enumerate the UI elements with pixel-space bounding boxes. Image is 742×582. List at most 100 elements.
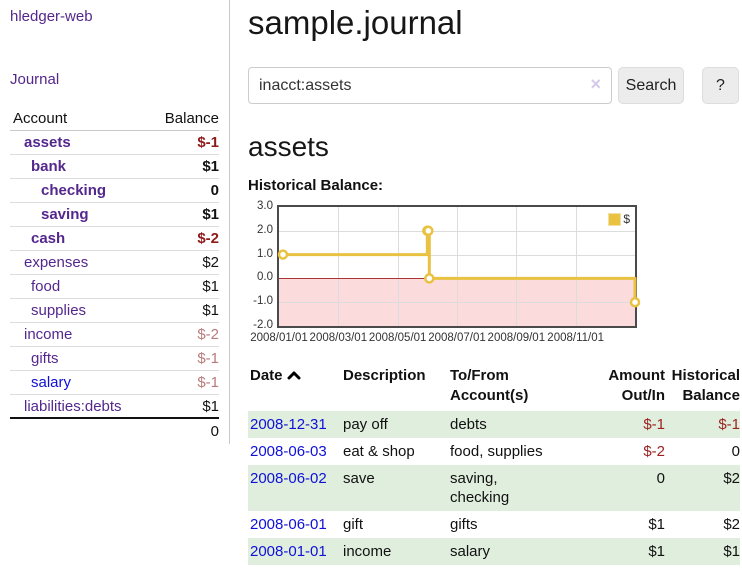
chart-gridline: [279, 302, 635, 304]
transaction-row: 2008-12-31 pay off debts $-1 $-1: [248, 411, 740, 438]
transaction-description: gift: [343, 516, 364, 533]
chart-plot-area[interactable]: $: [277, 205, 641, 328]
transaction-date-link[interactable]: 2008-06-03: [250, 443, 327, 460]
description-column-header: Description: [343, 367, 426, 384]
sidebar-item-journal[interactable]: Journal: [10, 71, 60, 88]
account-link-income[interactable]: income: [24, 326, 73, 343]
transaction-date-link[interactable]: 2008-06-01: [250, 516, 327, 533]
search-form: × Search ?: [248, 67, 742, 104]
chart-x-tick-label: 2008/11/01: [547, 332, 605, 344]
chart-x-tick-label: 2008/09/01: [487, 332, 546, 344]
chart-series-line: [283, 229, 637, 303]
account-link-liabilities-debts[interactable]: liabilities:debts: [24, 397, 122, 415]
sort-ascending-icon[interactable]: [287, 370, 301, 381]
chart-gridline: [457, 207, 458, 326]
balance-column-header: Historical Balance: [671, 367, 740, 404]
accounts-table-header: Account Balance: [10, 109, 219, 131]
account-link-expenses[interactable]: expenses: [24, 254, 89, 271]
transaction-balance: $1: [723, 543, 740, 560]
account-balance: $-1: [197, 350, 219, 367]
chart-data-point[interactable]: [629, 296, 641, 308]
transaction-accounts: debts: [450, 416, 487, 433]
date-header-label: Date: [250, 367, 283, 384]
search-button[interactable]: Search: [618, 67, 684, 104]
account-balance: $2: [202, 254, 219, 271]
transaction-balance: $-1: [718, 416, 740, 433]
account-link-cash[interactable]: cash: [31, 230, 66, 247]
accounts-table: Account Balance assets $-1 bank $1 check…: [10, 109, 219, 443]
amount-column-header: Amount Out/In: [608, 367, 665, 404]
transaction-balance: $2: [723, 516, 740, 533]
chart-x-tick-label: 2008/05/01: [368, 332, 427, 344]
account-link-assets[interactable]: assets: [24, 134, 71, 151]
legend-swatch: [608, 212, 622, 226]
account-balance: $1: [202, 158, 219, 175]
chart-gridline: [338, 207, 340, 326]
chart-x-tick-label: 2008/07/01: [428, 332, 486, 344]
sidebar: hledger-web Journal Account Balance asse…: [0, 0, 230, 444]
transaction-date-link[interactable]: 2008-12-31: [250, 416, 327, 433]
transaction-description: eat & shop: [343, 443, 415, 460]
account-row: bank $1: [10, 155, 219, 179]
account-row: expenses $2: [10, 251, 219, 275]
account-link-food[interactable]: food: [31, 278, 61, 295]
accounts-total-row: 0: [10, 419, 219, 443]
account-row: income $-2: [10, 323, 219, 347]
transactions-table: Date Description To/From Account(s) Amou…: [248, 364, 740, 565]
account-row: assets $-1: [10, 131, 219, 155]
transaction-row: 2008-06-02 save saving, checking 0 $2: [248, 465, 740, 511]
account-balance: $1: [202, 206, 219, 223]
transactions-header-row: Date Description To/From Account(s) Amou…: [248, 364, 740, 411]
account-link-saving[interactable]: saving: [41, 206, 89, 223]
account-link-checking[interactable]: checking: [41, 182, 107, 199]
search-input[interactable]: [248, 67, 612, 104]
chart-canvas: [277, 225, 641, 308]
legend-label: $: [623, 212, 630, 226]
help-button[interactable]: ?: [702, 67, 739, 104]
chart-data-point[interactable]: [423, 225, 434, 237]
chart-y-tick-label: 2.0: [257, 223, 273, 236]
accounts-column-header: To/From Account(s): [450, 367, 529, 404]
account-balance: $-2: [197, 230, 219, 247]
transaction-accounts: saving, checking: [450, 470, 510, 506]
app-title-link[interactable]: hledger-web: [10, 8, 93, 25]
transaction-balance: 0: [731, 443, 740, 460]
account-link-bank[interactable]: bank: [31, 158, 67, 175]
account-column-header: Account: [13, 110, 68, 127]
chart-data-point[interactable]: [424, 273, 435, 284]
chart-y-tick-label: 0.0: [257, 271, 273, 284]
account-heading: assets: [248, 131, 329, 162]
historical-balance-chart: $ 2008/01/01 2008/03/01 2008/05/01 2008/07/…: [248, 200, 742, 347]
transaction-balance: $2: [723, 470, 740, 487]
clear-search-icon[interactable]: ×: [590, 74, 601, 94]
page-title: sample.journal: [248, 4, 463, 41]
chart-gridline: [279, 254, 635, 256]
account-balance: $-2: [197, 326, 219, 343]
account-row: salary $-1: [10, 371, 219, 395]
account-link-salary[interactable]: salary: [31, 374, 72, 391]
account-balance: 0: [210, 182, 219, 199]
transaction-row: 2008-01-01 income salary $1 $1: [248, 538, 740, 565]
account-link-gifts[interactable]: gifts: [31, 350, 59, 367]
chart-data-point[interactable]: [277, 249, 289, 260]
transaction-description: income: [343, 543, 392, 560]
transaction-date-link[interactable]: 2008-01-01: [250, 543, 327, 560]
accounts-total-balance: 0: [210, 422, 219, 440]
transaction-amount: $-2: [643, 443, 665, 460]
account-balance: $-1: [197, 374, 219, 391]
account-balance: $1: [202, 302, 219, 319]
transaction-date-link[interactable]: 2008-06-02: [250, 470, 327, 487]
chart-y-tick-label: -2.0: [253, 319, 273, 331]
account-row: gifts $-1: [10, 347, 219, 371]
transaction-amount: $-1: [643, 416, 665, 433]
transaction-amount: $1: [648, 516, 665, 533]
account-row: liabilities:debts $1: [10, 395, 219, 419]
account-row: supplies $1: [10, 299, 219, 323]
date-column-header[interactable]: Date: [248, 364, 343, 411]
account-balance: $-1: [197, 134, 219, 151]
transaction-accounts: salary: [450, 543, 491, 560]
balance-column-header: Balance: [164, 110, 219, 127]
account-link-supplies[interactable]: supplies: [31, 302, 87, 319]
transaction-amount: 0: [656, 470, 665, 487]
transaction-description: save: [343, 470, 375, 487]
